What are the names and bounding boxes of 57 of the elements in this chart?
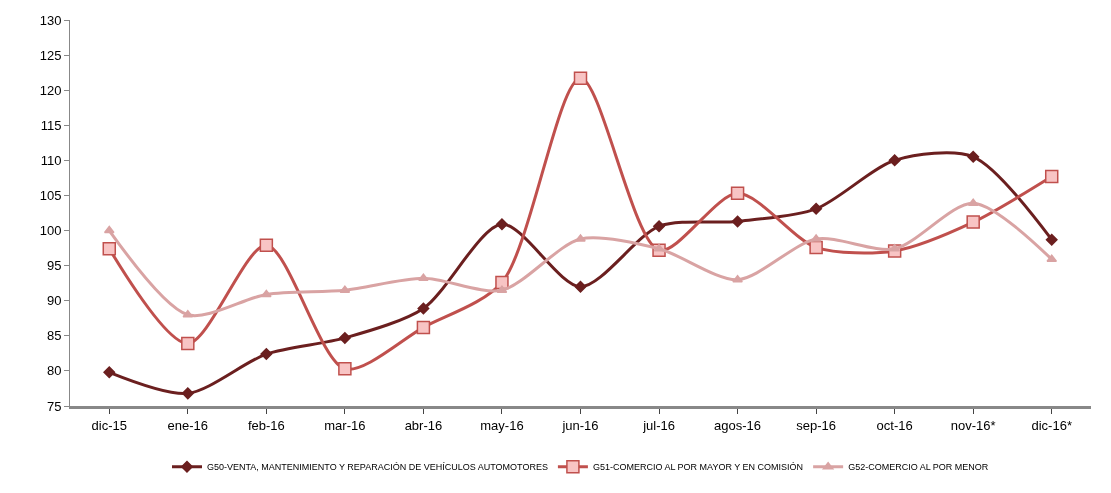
point <box>416 320 431 335</box>
point <box>418 273 429 282</box>
point <box>888 154 901 167</box>
point <box>1046 254 1058 263</box>
x-tick-label: agos-16 <box>714 417 762 433</box>
y-tick-label: 95 <box>46 258 62 274</box>
point <box>338 331 351 344</box>
x-tick-label: jul-16 <box>642 417 675 433</box>
point <box>966 215 980 229</box>
point <box>417 302 430 315</box>
x-tick-label: oct-16 <box>876 417 913 433</box>
x-tick-label: dic-16* <box>1031 417 1072 433</box>
point <box>338 362 352 376</box>
y-tick-label: 100 <box>39 223 62 239</box>
y-tick-label: 105 <box>39 188 62 203</box>
y-tick-label: 75 <box>46 398 62 414</box>
point <box>495 275 509 290</box>
point <box>732 274 743 283</box>
x-tick-label: jun-16 <box>561 417 599 433</box>
legend-label: G52-COMERCIO AL POR MENOR <box>848 462 989 473</box>
point <box>496 218 508 231</box>
x-tick-label: feb-16 <box>247 417 285 433</box>
point <box>967 150 980 163</box>
point <box>102 242 117 256</box>
y-tick-label: 125 <box>39 47 62 63</box>
x-tick-label: dic-15 <box>91 417 127 433</box>
point <box>810 202 823 215</box>
x-tick-label: sep-16 <box>796 417 836 433</box>
y-tick-label: 110 <box>40 152 62 168</box>
point <box>731 215 744 228</box>
y-tick-label: 85 <box>46 328 62 344</box>
y-tick-label: 130 <box>39 12 62 28</box>
x-tick-label: abr-16 <box>404 417 443 433</box>
legend-label: G50-VENTA, MANTENIMIENTO Y REPARACIÓN DE VEHÍCULOS AUTOMOTORES <box>207 462 548 473</box>
point <box>1044 169 1059 184</box>
point <box>1045 233 1058 246</box>
x-tick-label: mar-16 <box>324 417 366 433</box>
point <box>260 289 272 298</box>
point <box>260 348 273 361</box>
y-tick-label: 120 <box>39 82 62 98</box>
y-tick-label: 115 <box>40 117 62 133</box>
x-tick-label: nov-16* <box>950 417 996 433</box>
y-tick-label: 90 <box>46 293 62 309</box>
point <box>809 240 823 255</box>
x-tick-label: ene-16 <box>167 417 209 433</box>
point <box>573 71 588 85</box>
point <box>575 234 586 242</box>
x-tick-label: may-16 <box>480 417 524 433</box>
point <box>103 225 115 234</box>
legend-label: G51-COMERCIO AL POR MAYOR Y EN COMISIÓN <box>592 462 804 473</box>
point <box>181 336 195 351</box>
y-tick-label: 80 <box>46 363 62 379</box>
point <box>574 280 587 293</box>
point <box>103 366 116 379</box>
point <box>259 238 274 253</box>
point <box>653 220 665 233</box>
point <box>730 186 745 201</box>
